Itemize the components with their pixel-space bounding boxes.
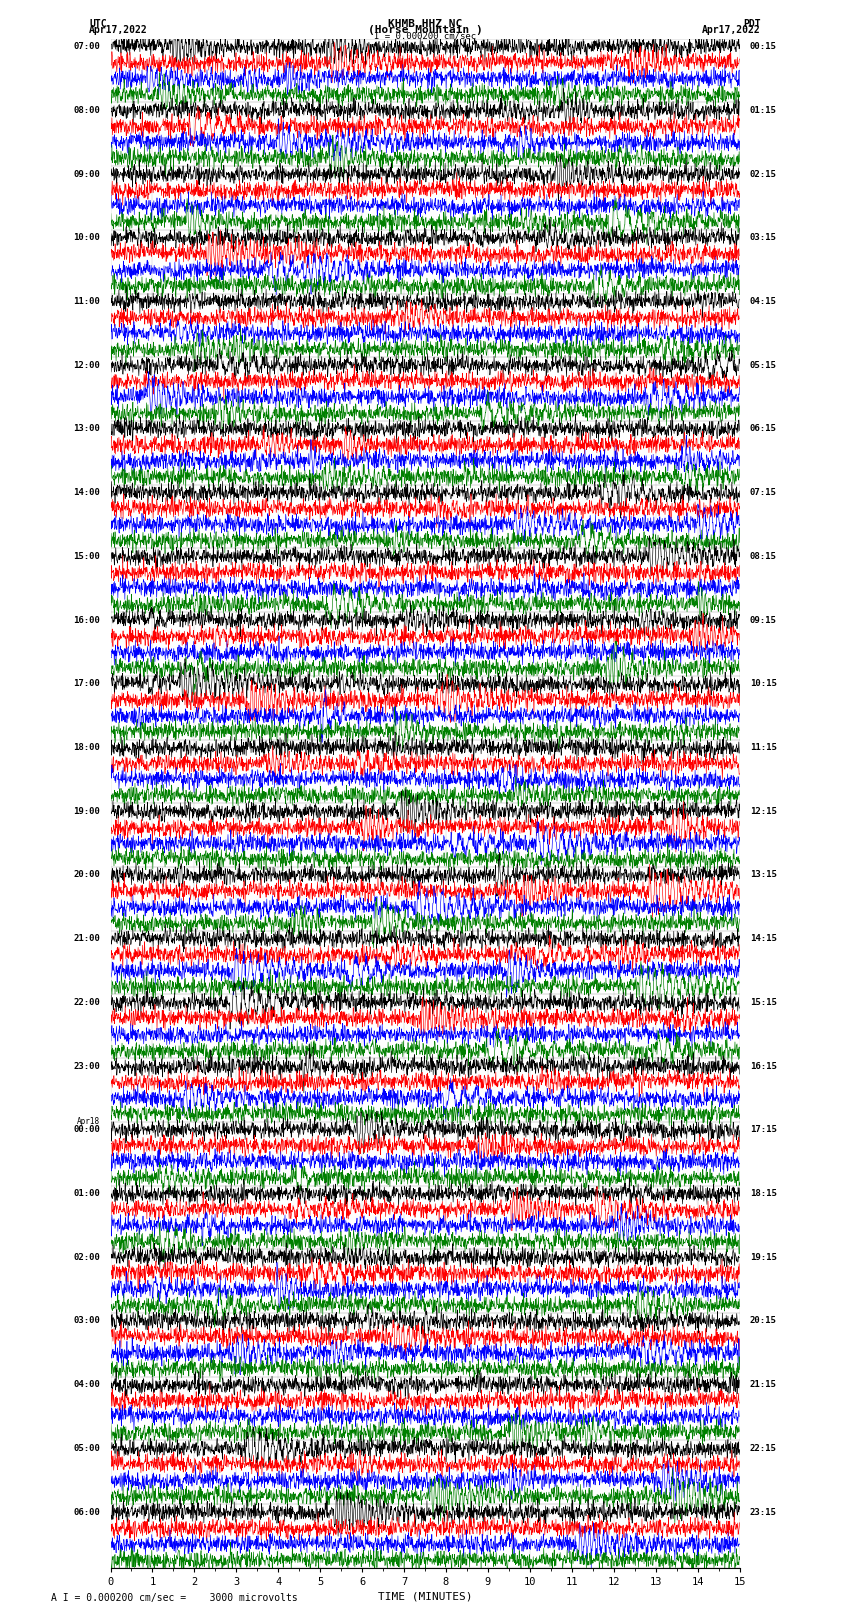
Text: 01:00: 01:00 <box>73 1189 100 1198</box>
Text: KHMB HHZ NC: KHMB HHZ NC <box>388 18 462 29</box>
X-axis label: TIME (MINUTES): TIME (MINUTES) <box>377 1590 473 1602</box>
Text: I = 0.000200 cm/sec: I = 0.000200 cm/sec <box>374 31 476 40</box>
Text: 16:15: 16:15 <box>750 1061 777 1071</box>
Text: 14:15: 14:15 <box>750 934 777 944</box>
Text: 22:00: 22:00 <box>73 998 100 1007</box>
Text: 13:00: 13:00 <box>73 424 100 434</box>
Text: 00:15: 00:15 <box>750 42 777 52</box>
Text: 19:00: 19:00 <box>73 806 100 816</box>
Text: 20:15: 20:15 <box>750 1316 777 1326</box>
Text: 15:15: 15:15 <box>750 998 777 1007</box>
Text: 05:15: 05:15 <box>750 361 777 369</box>
Text: 06:00: 06:00 <box>73 1508 100 1516</box>
Text: 04:15: 04:15 <box>750 297 777 306</box>
Text: 09:15: 09:15 <box>750 616 777 624</box>
Text: 18:15: 18:15 <box>750 1189 777 1198</box>
Text: 23:15: 23:15 <box>750 1508 777 1516</box>
Text: 21:00: 21:00 <box>73 934 100 944</box>
Text: 00:00: 00:00 <box>73 1126 100 1134</box>
Text: 04:00: 04:00 <box>73 1381 100 1389</box>
Text: 07:15: 07:15 <box>750 489 777 497</box>
Text: 11:00: 11:00 <box>73 297 100 306</box>
Text: 15:00: 15:00 <box>73 552 100 561</box>
Text: UTC: UTC <box>89 18 107 29</box>
Text: Apr18: Apr18 <box>76 1116 100 1126</box>
Text: 06:15: 06:15 <box>750 424 777 434</box>
Text: 10:15: 10:15 <box>750 679 777 689</box>
Text: Apr17,2022: Apr17,2022 <box>89 24 148 35</box>
Text: 23:00: 23:00 <box>73 1061 100 1071</box>
Text: 19:15: 19:15 <box>750 1253 777 1261</box>
Text: Apr17,2022: Apr17,2022 <box>702 24 761 35</box>
Text: 17:00: 17:00 <box>73 679 100 689</box>
Text: 22:15: 22:15 <box>750 1444 777 1453</box>
Text: (Horse Mountain ): (Horse Mountain ) <box>367 24 483 35</box>
Text: 05:00: 05:00 <box>73 1444 100 1453</box>
Text: 13:15: 13:15 <box>750 871 777 879</box>
Text: 10:00: 10:00 <box>73 234 100 242</box>
Text: 11:15: 11:15 <box>750 744 777 752</box>
Text: 08:15: 08:15 <box>750 552 777 561</box>
Text: 20:00: 20:00 <box>73 871 100 879</box>
Text: 18:00: 18:00 <box>73 744 100 752</box>
Text: 17:15: 17:15 <box>750 1126 777 1134</box>
Text: 08:00: 08:00 <box>73 106 100 115</box>
Text: PDT: PDT <box>743 18 761 29</box>
Text: 21:15: 21:15 <box>750 1381 777 1389</box>
Text: 14:00: 14:00 <box>73 489 100 497</box>
Text: 01:15: 01:15 <box>750 106 777 115</box>
Text: 16:00: 16:00 <box>73 616 100 624</box>
Text: 02:15: 02:15 <box>750 169 777 179</box>
Text: 02:00: 02:00 <box>73 1253 100 1261</box>
Text: 09:00: 09:00 <box>73 169 100 179</box>
Text: 07:00: 07:00 <box>73 42 100 52</box>
Text: A I = 0.000200 cm/sec =    3000 microvolts: A I = 0.000200 cm/sec = 3000 microvolts <box>51 1594 298 1603</box>
Text: 03:15: 03:15 <box>750 234 777 242</box>
Text: 12:00: 12:00 <box>73 361 100 369</box>
Text: 03:00: 03:00 <box>73 1316 100 1326</box>
Text: 12:15: 12:15 <box>750 806 777 816</box>
